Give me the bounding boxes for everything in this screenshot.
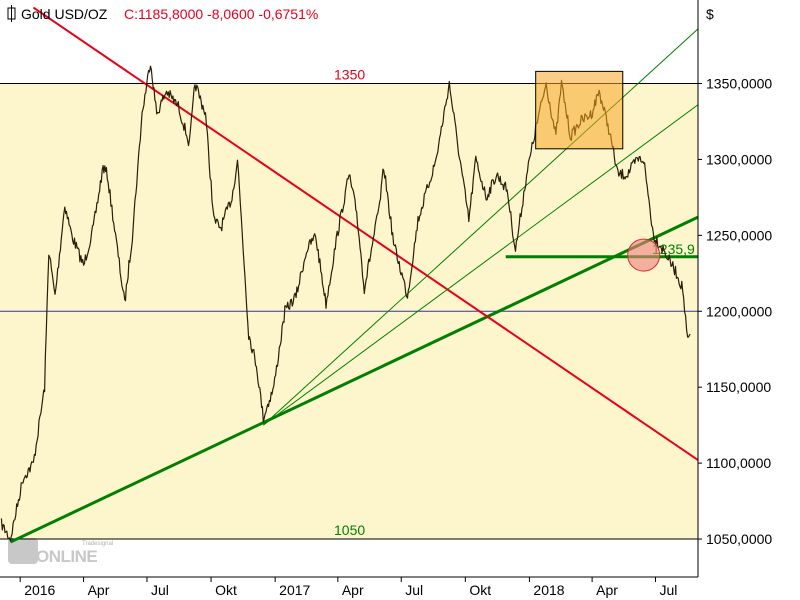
x-tick-label-7: Okt <box>469 582 491 598</box>
consolidation-highlight-box <box>535 70 624 150</box>
x-tick-label-3: Okt <box>215 582 237 598</box>
instrument-name: Gold USD/OZ <box>21 6 108 22</box>
y-tick-label-4: 1250,0000 <box>706 227 772 243</box>
trend-line-fan-3 <box>263 104 699 426</box>
x-tick-label-2: Jul <box>151 582 169 598</box>
trend-line-support-0 <box>9 215 699 544</box>
x-tick-label-9: Apr <box>596 582 618 598</box>
y-tick-label-6: 1350,0000 <box>706 76 772 92</box>
y-tick-label-3: 1200,0000 <box>706 303 772 319</box>
y-tick-label-2: 1150,0000 <box>706 379 771 395</box>
x-tick-label-4: 2017 <box>279 582 310 598</box>
y-tick-label-5: 1300,0000 <box>706 151 772 167</box>
currency-unit-label: $ <box>706 6 714 22</box>
breakdown-highlight-circle <box>627 238 661 272</box>
horizontal-line-label-1: 1050 <box>334 522 365 538</box>
x-tick-label-8: 2018 <box>533 582 564 598</box>
x-tick-label-10: Jul <box>660 582 678 598</box>
y-tick-label-1: 1100,0000 <box>706 455 771 471</box>
tradesignal-logo: Tradesignal ONLINE <box>8 538 113 566</box>
x-tick-label-6: Jul <box>405 582 423 598</box>
trend-line-fan-2 <box>262 28 699 426</box>
horizontal-line-label-0: 1350 <box>334 67 365 83</box>
watermark-subtext: Tradesignal <box>82 541 113 547</box>
trend-line-resistance-1 <box>32 6 699 461</box>
x-tick-label-0: 2016 <box>24 582 55 598</box>
y-tick-label-0: 1050,0000 <box>706 531 772 547</box>
x-tick-label-1: Apr <box>88 582 110 598</box>
chart-header: Gold USD/OZ C:1185,8000 -8,0600 -0,6751% <box>7 5 318 22</box>
watermark-text: ONLINE <box>36 547 97 566</box>
x-tick-label-5: Apr <box>342 582 364 598</box>
instrument-quote: C:1185,8000 -8,0600 -0,6751% <box>124 6 318 22</box>
horizontal-line-label-3: 1235,9 <box>652 241 695 257</box>
